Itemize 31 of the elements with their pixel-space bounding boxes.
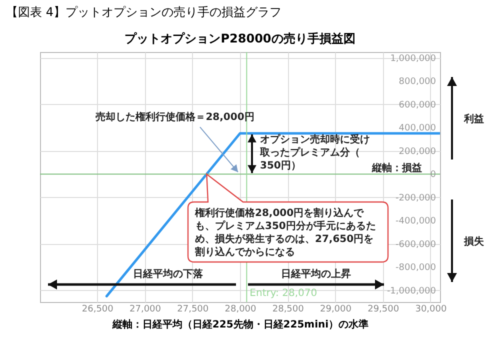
- annotation: 権利行使価格28,000円を割り込んでも、プレミアム350円分が手元にあるため、損失が発生するのは、27,650円を割り込んでからになる: [194, 207, 376, 258]
- x-tick-label: 28,000: [224, 304, 257, 314]
- y-tick-label: -200,000: [396, 193, 436, 204]
- x-tick-label: 29,500: [368, 304, 400, 314]
- text: 損失: [463, 236, 485, 248]
- x-tick-label: 28,500: [272, 304, 304, 314]
- x-tick-label: 30,000: [415, 304, 447, 314]
- callout-box: 権利行使価格28,000円を割り込んでも、プレミアム350円分が手元にあるため、損失が発生するのは、27,650円を割り込んでからになる: [187, 174, 389, 263]
- x-tick-label: 27,000: [130, 304, 162, 314]
- y-tick-label: -600,000: [396, 240, 436, 250]
- y-tick-label: 1,000,000: [390, 54, 436, 64]
- annotation: 日経平均の下落: [133, 268, 204, 280]
- annotation: 縦軸：損益: [371, 162, 422, 174]
- y-tick-label: 400,000: [398, 124, 436, 134]
- text: 利益: [463, 113, 484, 125]
- y-tick-label: -800,000: [396, 263, 436, 274]
- annotation: 売却した権利行使価格＝28,000円: [96, 111, 254, 124]
- y-tick-label: 600,000: [398, 100, 436, 110]
- x-axis-title: 縦軸：日経平均（日経225先物・日経225mini）の水準: [111, 318, 369, 330]
- y-tick-label: 800,000: [398, 77, 436, 88]
- annotation: オプション売却時に受け取ったプレミアム分（350円）: [259, 134, 370, 172]
- annotation: 日経平均の上昇: [281, 268, 351, 280]
- y-tick-label: 200,000: [398, 146, 436, 157]
- ref-line-label: Entry: 28,070: [250, 288, 318, 299]
- x-tick-label: 26,500: [82, 304, 114, 314]
- x-tick-label: 29,000: [320, 304, 352, 314]
- y-tick-label: -400,000: [396, 216, 436, 227]
- x-tick-label: 27,500: [177, 304, 209, 314]
- chart-subtitle: プットオプションP28000の売り手損益図: [124, 32, 356, 46]
- chart-title: 【図表 4】プットオプションの売り手の損益グラフ: [6, 4, 282, 21]
- y-tick-label: -1,000,000: [386, 286, 436, 296]
